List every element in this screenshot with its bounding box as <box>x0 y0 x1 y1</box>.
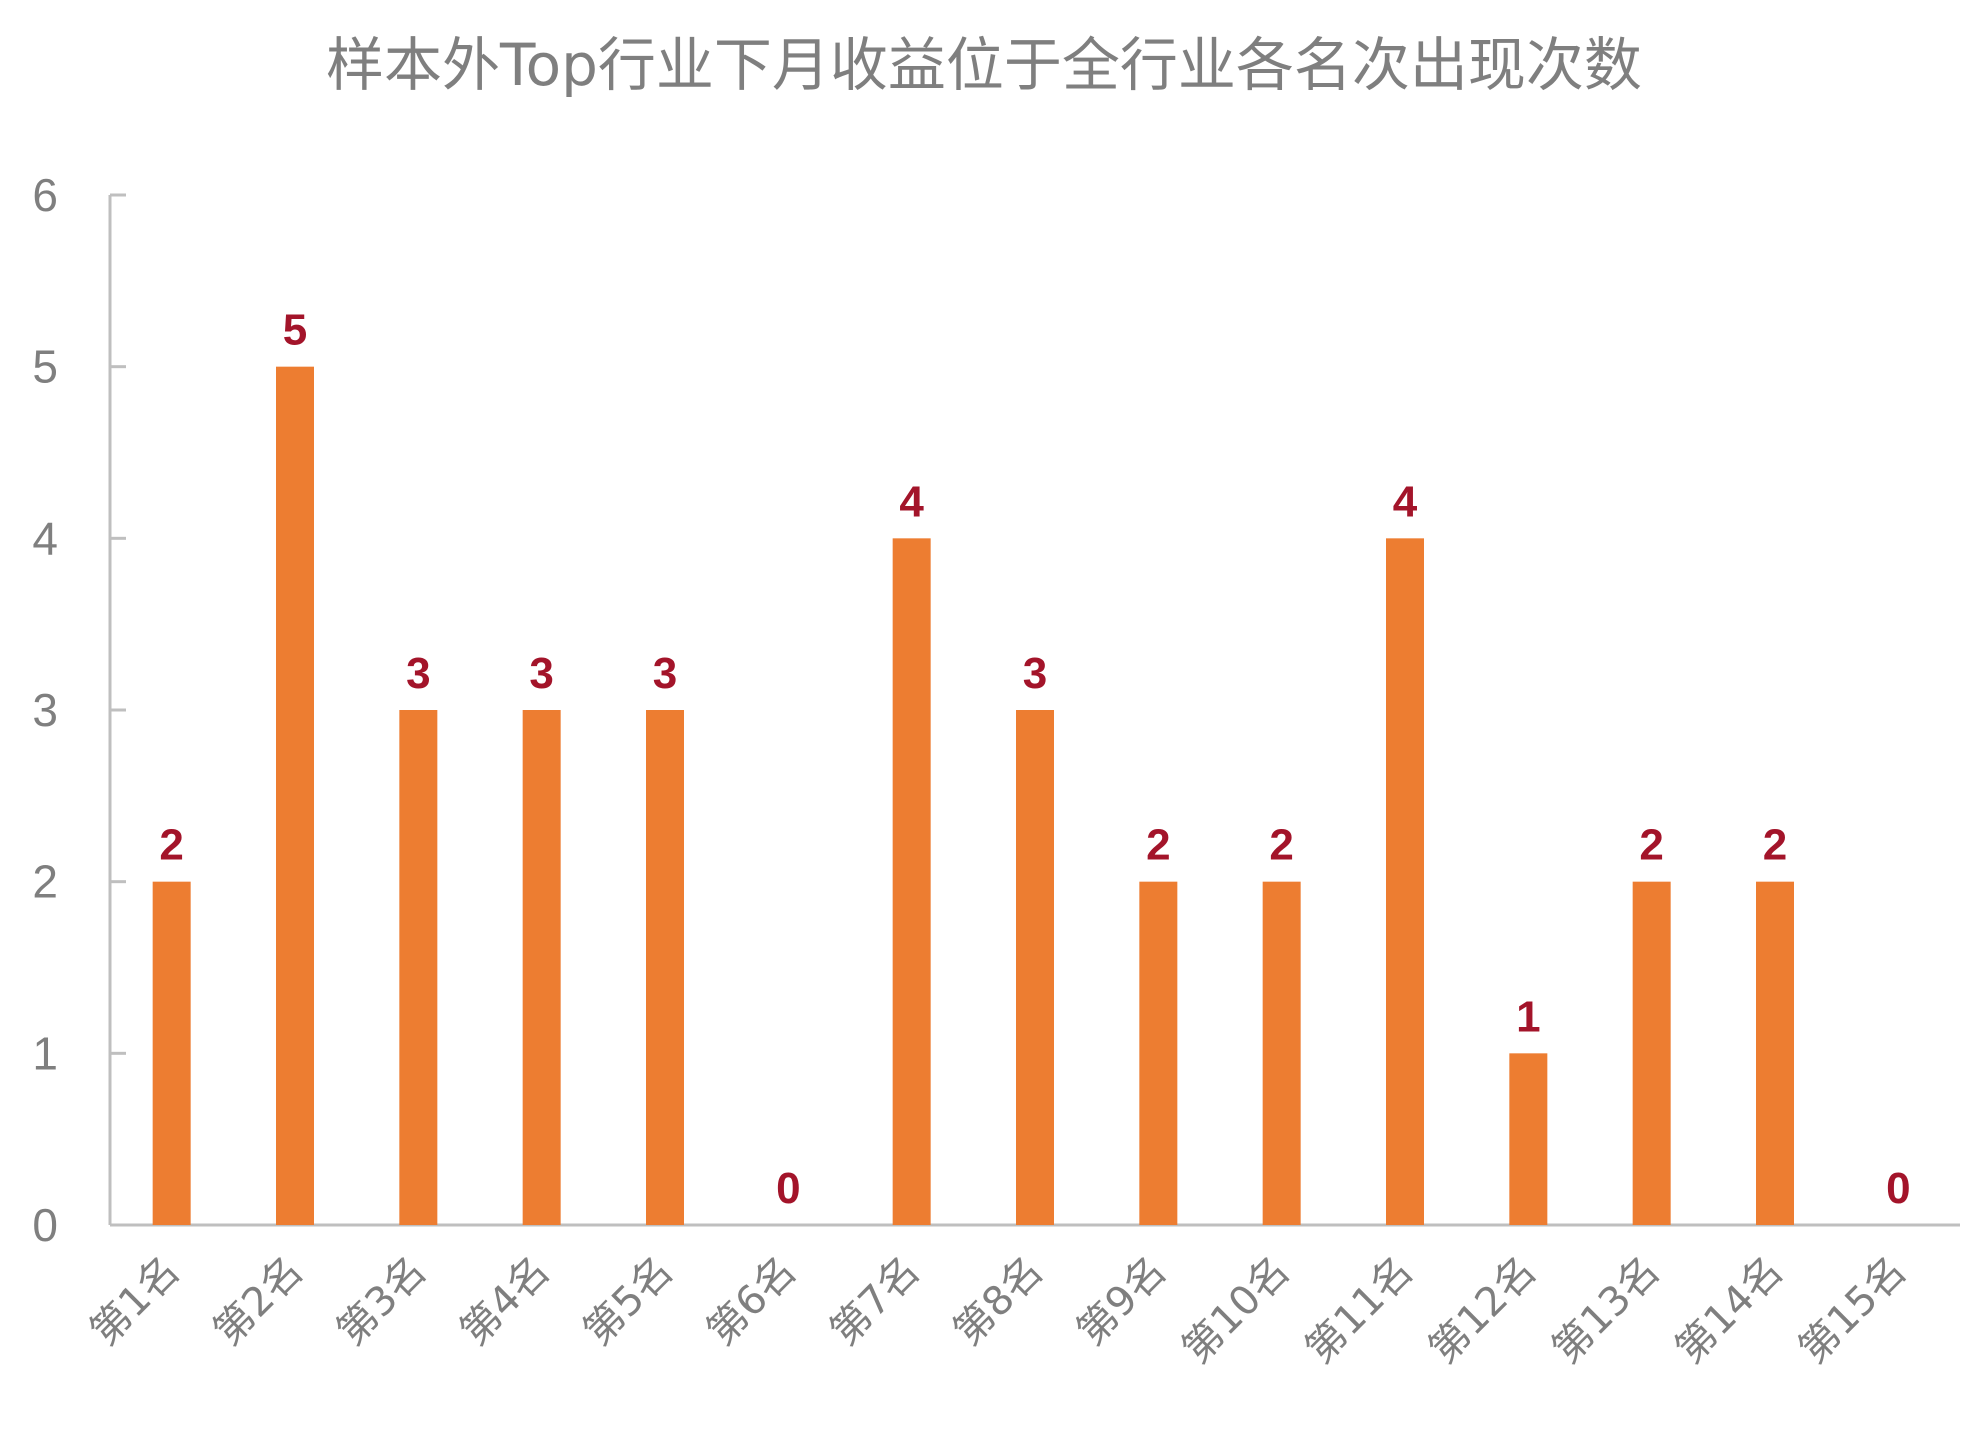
x-tick-label: 第15名 <box>1790 1248 1915 1373</box>
bar <box>522 710 561 1225</box>
data-label: 2 <box>159 821 183 870</box>
x-tick-label: 第12名 <box>1420 1248 1545 1373</box>
y-tick-label: 5 <box>32 341 58 393</box>
x-tick-label: 第11名 <box>1297 1248 1422 1373</box>
x-tick-label: 第3名 <box>328 1248 435 1355</box>
y-tick-label: 1 <box>32 1027 58 1079</box>
bar <box>1262 881 1301 1225</box>
x-tick-label: 第10名 <box>1174 1248 1299 1373</box>
bar <box>1756 881 1794 1225</box>
y-tick-label: 4 <box>32 512 58 564</box>
bar <box>646 710 684 1225</box>
data-label: 1 <box>1516 992 1540 1041</box>
bars <box>152 366 1794 1226</box>
data-label: 4 <box>1393 477 1418 526</box>
bar <box>1632 881 1671 1225</box>
data-labels: 2 5 3 3 3 0 4 3 2 2 4 1 2 2 0 <box>159 306 1910 1213</box>
x-tick-label: 第5名 <box>575 1248 682 1355</box>
data-label: 3 <box>653 649 677 698</box>
x-tick-label: 第8名 <box>945 1248 1052 1355</box>
data-label: 2 <box>1639 821 1663 870</box>
bar <box>152 881 191 1225</box>
data-label: 2 <box>1269 821 1293 870</box>
data-label: 3 <box>406 649 430 698</box>
x-tick-label: 第4名 <box>452 1248 559 1355</box>
x-tick-label: 第14名 <box>1667 1248 1792 1373</box>
data-label: 2 <box>1146 821 1170 870</box>
chart-title: 样本外Top行业下月收益位于全行业各名次出现次数 <box>326 31 1642 99</box>
data-label: 3 <box>1023 649 1047 698</box>
x-tick-label: 第1名 <box>82 1248 189 1355</box>
x-axis-labels: 第1名 第2名 第3名 第4名 第5名 第6名 第7名 第8名 第9名第10名第11名第12名第… <box>82 1248 1916 1373</box>
data-label: 2 <box>1763 821 1787 870</box>
x-tick-label: 第7名 <box>822 1248 929 1355</box>
data-label: 3 <box>529 649 553 698</box>
bar <box>399 710 438 1225</box>
bar <box>1016 710 1054 1225</box>
y-tick-label: 0 <box>32 1199 58 1251</box>
y-tick-label: 6 <box>32 169 58 221</box>
y-tick-label: 3 <box>32 684 58 736</box>
y-tick-label: 2 <box>32 856 58 908</box>
y-axis-ticks: 0 1 2 3 4 5 6 <box>32 169 126 1251</box>
data-label: 4 <box>899 477 924 526</box>
x-tick-label: 第6名 <box>698 1248 805 1355</box>
data-label: 0 <box>1886 1164 1910 1213</box>
data-label: 0 <box>776 1164 800 1213</box>
bar <box>892 538 931 1225</box>
x-tick-label: 第13名 <box>1544 1248 1669 1373</box>
bar <box>276 366 314 1226</box>
data-label: 5 <box>283 306 307 355</box>
bar <box>1139 881 1178 1225</box>
x-tick-label: 第2名 <box>205 1248 312 1355</box>
bar <box>1509 1053 1548 1225</box>
bar <box>1386 538 1424 1225</box>
x-tick-label: 第9名 <box>1068 1248 1175 1355</box>
